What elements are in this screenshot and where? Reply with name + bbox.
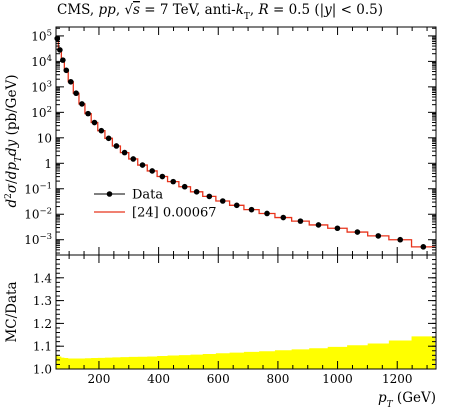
legend: Data [24] 0.00067 <box>94 188 217 221</box>
data-point <box>315 222 322 228</box>
data-point <box>105 135 112 142</box>
main-y-tick-label: 104 <box>31 54 52 69</box>
legend-data-marker <box>106 191 113 197</box>
data-point <box>113 143 120 149</box>
ratio-y-tick-label: 1.0 <box>33 363 52 377</box>
data-point <box>130 156 137 162</box>
x-tick-label: 1000 <box>322 372 353 386</box>
x-tick-label: 800 <box>266 372 289 386</box>
data-point <box>219 198 226 204</box>
ratio-panel-frame <box>55 254 437 370</box>
data-point <box>79 101 85 107</box>
main-y-axis-label: d2σ/dpTdy (pb/GeV) <box>4 75 24 208</box>
ratio-y-tick-label: 1.3 <box>33 294 52 308</box>
data-point <box>85 110 91 117</box>
main-y-tick-label: 103 <box>31 79 52 94</box>
data-point <box>193 189 200 195</box>
x-tick-label: 1200 <box>382 372 413 386</box>
x-axis-label: pT (GeV) <box>378 390 436 407</box>
data-point <box>170 178 177 185</box>
main-y-tick-label: 102 <box>31 105 52 120</box>
main-y-tick-label: 10−1 <box>24 181 52 196</box>
data-point <box>206 193 213 200</box>
data-point <box>63 67 70 74</box>
main-y-tick-label: 10−2 <box>24 207 52 222</box>
ratio-panel: 1.0 1.1 1.2 1.3 1.4 200 400 600 800 1000 1200 <box>33 254 437 386</box>
main-y-tick-label: 10 <box>37 131 52 145</box>
data-point <box>354 229 361 235</box>
ratio-y-tick-label: 1.1 <box>33 340 52 354</box>
x-tick-label: 400 <box>147 372 170 386</box>
data-point <box>375 233 382 239</box>
data-point <box>280 214 287 221</box>
ratio-y-tick-label: 1.2 <box>33 317 52 331</box>
sqrt-overbar: s <box>133 2 140 18</box>
data-point <box>149 168 155 174</box>
legend-mc-label: [24] 0.00067 <box>132 206 217 221</box>
data-point <box>73 90 79 97</box>
data-point <box>91 119 98 126</box>
data-point <box>98 127 105 134</box>
x-tick-label: 600 <box>207 372 230 386</box>
data-point <box>121 149 128 156</box>
ratio-y-axis-label: MC/Data <box>4 281 20 342</box>
main-y-tick-label: 1 <box>44 157 52 171</box>
ratio-y-tick-label: 1.4 <box>33 271 52 285</box>
data-point <box>248 206 255 213</box>
data-point <box>334 225 341 232</box>
chart-title: CMS, pp, √s = 7 TeV, anti-kT, R = 0.5 (|… <box>57 2 383 22</box>
main-y-tick-label: 105 <box>31 28 52 43</box>
legend-data-label: Data <box>132 188 163 203</box>
mc-step-line <box>56 37 436 248</box>
data-point <box>57 47 63 53</box>
data-point <box>60 57 66 63</box>
data-point <box>397 236 404 243</box>
data-point <box>297 218 304 224</box>
data-point <box>159 173 166 180</box>
sqrt-sign: √ <box>124 2 133 18</box>
data-point <box>139 162 146 168</box>
data-point <box>233 202 240 209</box>
data-point <box>67 78 74 85</box>
data-point <box>420 244 427 250</box>
data-point <box>264 210 270 217</box>
x-tick-label: 200 <box>87 372 110 386</box>
ratio-band <box>56 336 436 369</box>
main-y-tick-label: 10−3 <box>24 232 52 247</box>
data-point <box>181 183 188 190</box>
